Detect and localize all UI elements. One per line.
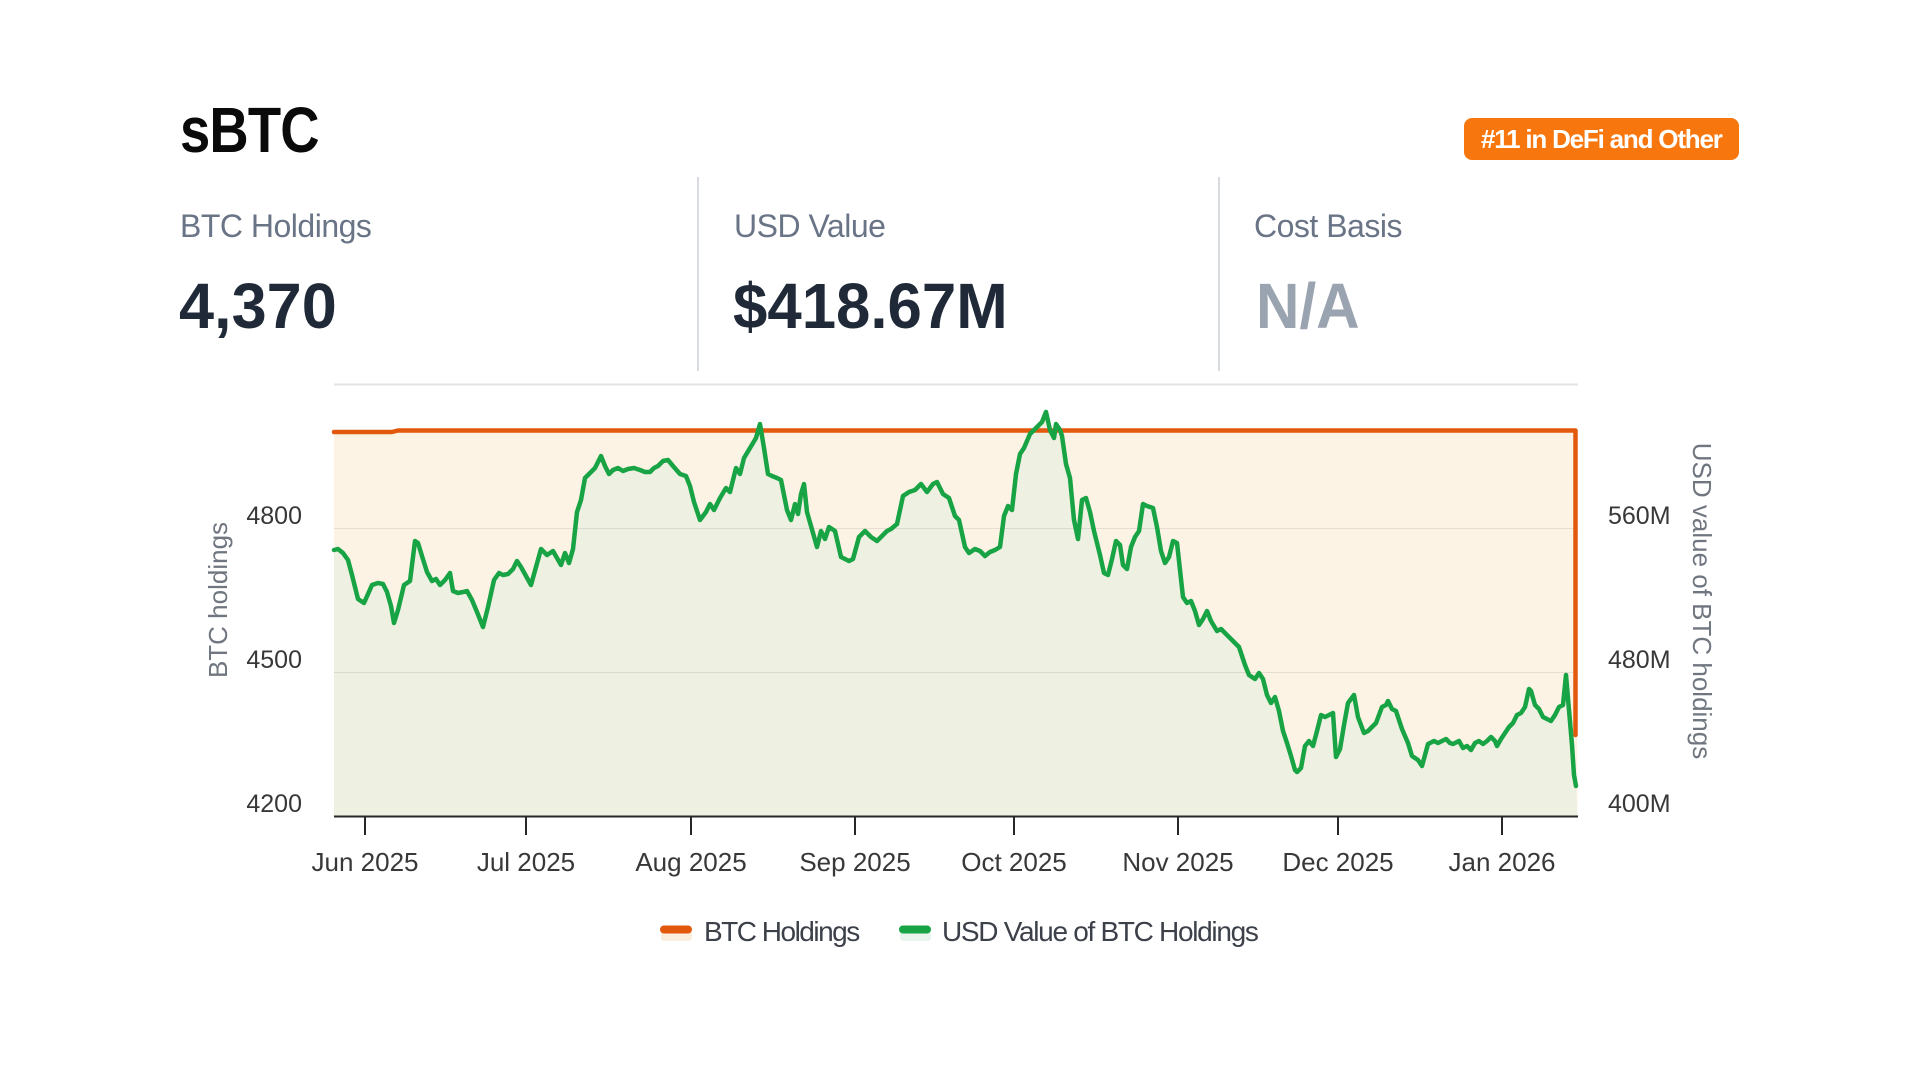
svg-text:400M: 400M — [1608, 790, 1671, 818]
svg-text:USD value of BTC holdings: USD value of BTC holdings — [1687, 443, 1717, 759]
svg-text:Jun 2025: Jun 2025 — [312, 847, 419, 877]
svg-text:4800: 4800 — [246, 502, 302, 530]
svg-text:Aug 2025: Aug 2025 — [635, 847, 746, 877]
svg-text:4200: 4200 — [246, 790, 302, 818]
svg-text:Nov 2025: Nov 2025 — [1122, 847, 1233, 877]
svg-text:Sep 2025: Sep 2025 — [799, 847, 910, 877]
svg-text:BTC Holdings: BTC Holdings — [704, 916, 859, 947]
svg-text:BTC holdings: BTC holdings — [203, 522, 233, 678]
svg-text:Jan 2026: Jan 2026 — [1449, 847, 1556, 877]
svg-text:4500: 4500 — [246, 646, 302, 674]
svg-text:Oct 2025: Oct 2025 — [961, 847, 1067, 877]
svg-text:560M: 560M — [1608, 502, 1671, 530]
svg-text:Dec 2025: Dec 2025 — [1282, 847, 1393, 877]
svg-text:480M: 480M — [1608, 646, 1671, 674]
svg-text:Jul 2025: Jul 2025 — [477, 847, 575, 877]
svg-text:USD Value of BTC Holdings: USD Value of BTC Holdings — [942, 916, 1258, 947]
